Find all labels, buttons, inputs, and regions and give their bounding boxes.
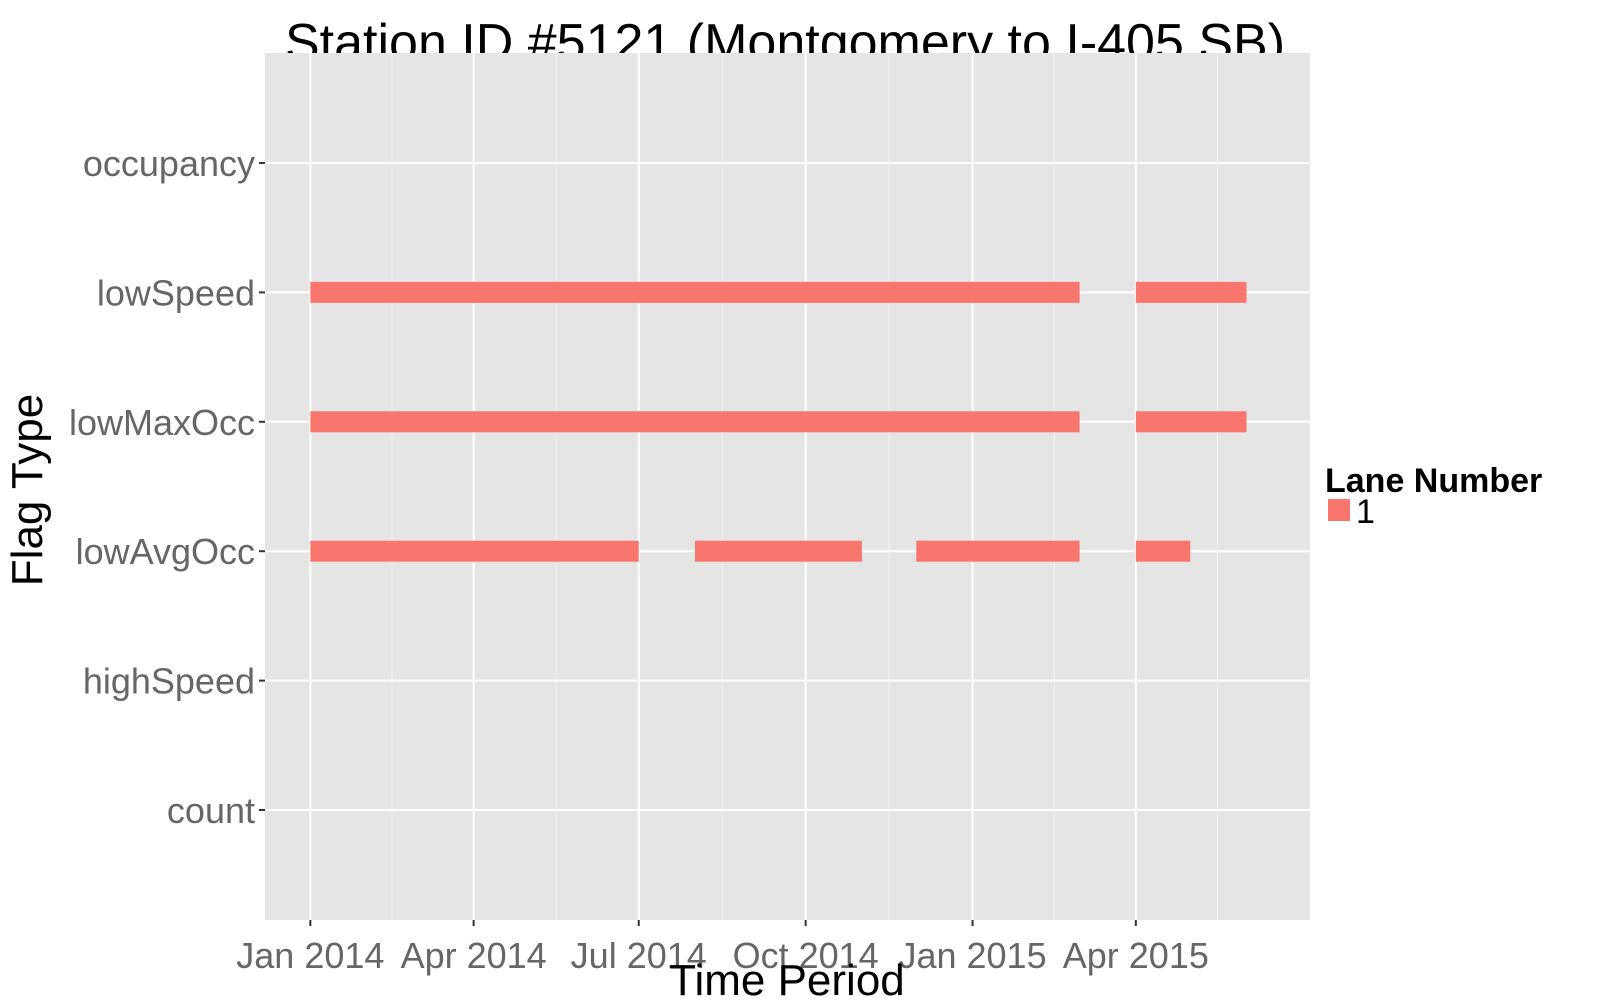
y-tick-label: lowSpeed	[97, 272, 255, 313]
x-tick-label: Apr 2015	[1063, 935, 1209, 976]
y-tick-label: occupancy	[83, 143, 255, 184]
bar-segment-lowAvgOcc	[694, 540, 862, 562]
bar-segment-lowAvgOcc	[916, 540, 1080, 562]
bar-segment-lowMaxOcc	[1135, 411, 1247, 433]
y-axis: occupancy lowSpeed lowMaxOcc lowAvgOcc highS…	[69, 143, 265, 831]
x-axis: Jan 2014 Apr 2014 Jul 2014 Oct 2014 Jan 2015…	[236, 920, 1209, 976]
legend-label-lane-1: 1	[1356, 493, 1375, 531]
bar-segment-lowSpeed	[1135, 281, 1247, 303]
plot-area	[265, 53, 1310, 920]
y-tick-label: highSpeed	[83, 661, 255, 702]
x-tick-label: Jan 2015	[898, 935, 1046, 976]
bar-segment-lowSpeed	[310, 281, 1080, 303]
bar-segments	[310, 281, 1247, 562]
x-axis-title: Time Period	[669, 956, 905, 1000]
x-tick-label: Oct 2014	[733, 935, 879, 976]
plot-background	[265, 53, 1310, 920]
x-tick-label: Jan 2014	[236, 935, 384, 976]
y-axis-title: Flag Type	[3, 394, 52, 586]
bar-segment-lowAvgOcc	[1135, 540, 1191, 562]
legend-key-lane-1	[1326, 497, 1352, 523]
minor-gridlines	[391, 53, 1218, 920]
legend-title: Lane Number	[1325, 462, 1542, 500]
y-tick-label: lowMaxOcc	[69, 402, 255, 443]
legend: Lane Number 1	[1325, 462, 1542, 531]
x-tick-label: Apr 2014	[401, 935, 547, 976]
x-tick-label: Jul 2014	[571, 935, 707, 976]
y-tick-label: count	[167, 790, 255, 831]
y-tick-label: lowAvgOcc	[76, 531, 255, 572]
bar-segment-lowAvgOcc	[310, 540, 639, 562]
bar-segment-lowMaxOcc	[310, 411, 1080, 433]
